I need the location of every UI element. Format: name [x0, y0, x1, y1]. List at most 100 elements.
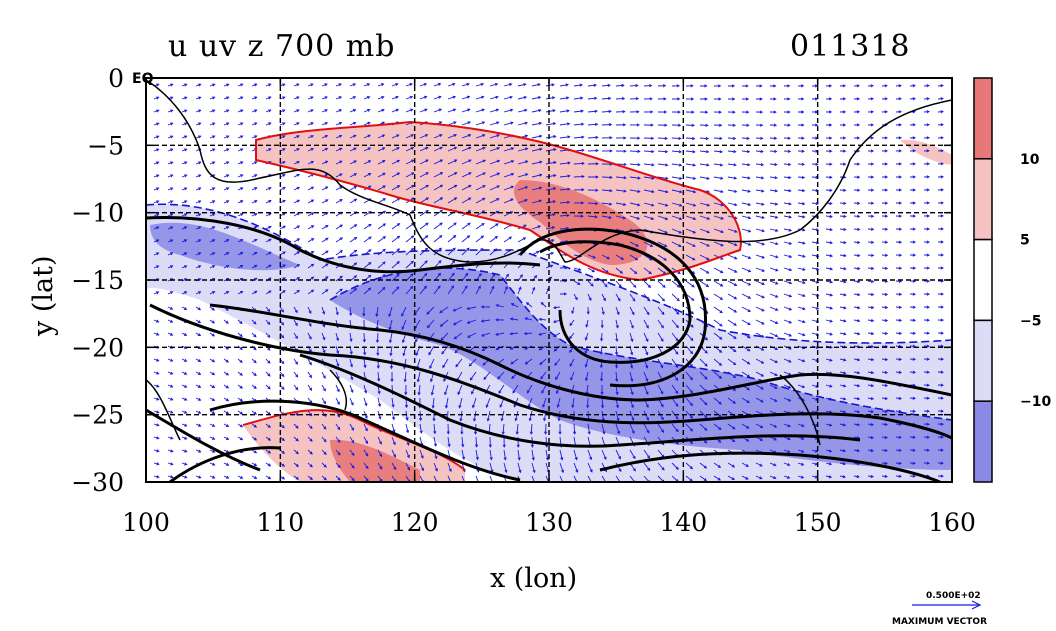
- wind-vector: [293, 290, 300, 295]
- wind-vector: [461, 121, 471, 126]
- wind-vector-head: [647, 455, 650, 459]
- wind-vector-head: [746, 400, 750, 404]
- wind-vector-head: [388, 326, 392, 331]
- wind-vector-head: [747, 269, 752, 273]
- wind-vector-head: [294, 309, 298, 314]
- wind-vector-head: [212, 200, 216, 204]
- wind-vector-head: [635, 84, 639, 88]
- wind-vector-head: [198, 410, 202, 414]
- wind-vector: [447, 96, 456, 100]
- wind-vector-head: [282, 264, 286, 268]
- wind-vector: [363, 384, 367, 393]
- wind-vector-head: [870, 136, 875, 140]
- wind-vector-head: [226, 462, 230, 466]
- wind-vector-head: [574, 297, 578, 301]
- wind-vector-head: [563, 292, 568, 296]
- wind-vector-head: [733, 163, 737, 167]
- wind-vector-head: [367, 134, 371, 138]
- wind-vector-head: [720, 230, 724, 234]
- wind-vector-head: [325, 289, 329, 293]
- wind-vector: [279, 225, 286, 230]
- wind-vector-head: [566, 109, 570, 113]
- wind-vector-head: [239, 321, 243, 325]
- wind-vector-head: [295, 476, 300, 480]
- wind-vector: [671, 202, 682, 207]
- wind-vector: [615, 306, 620, 315]
- wind-vector-head: [884, 435, 889, 440]
- wind-vector-head: [829, 149, 833, 153]
- wind-vector-head: [660, 404, 664, 408]
- wind-vector-head: [524, 121, 528, 125]
- wind-vector-head: [802, 215, 806, 219]
- wind-vector: [685, 202, 696, 207]
- wind-vector-head: [940, 266, 944, 270]
- wind-vector-head: [599, 364, 603, 369]
- wind-vector: [363, 122, 371, 126]
- wind-vector-head: [637, 176, 641, 180]
- wind-vector: [699, 150, 709, 153]
- wind-vector: [615, 267, 623, 274]
- wind-vector-head: [439, 209, 444, 213]
- wind-vector-head: [523, 83, 527, 87]
- wind-vector: [713, 228, 724, 233]
- wind-vector-head: [267, 360, 271, 364]
- wind-vector: [741, 228, 751, 232]
- wind-vector-head: [718, 110, 722, 114]
- wind-vector-head: [842, 136, 847, 140]
- wind-vector-head: [538, 347, 542, 351]
- wind-vector-head: [773, 97, 777, 101]
- wind-vector: [671, 189, 682, 193]
- wind-vector: [741, 280, 751, 286]
- wind-vector: [391, 185, 400, 191]
- wind-vector: [503, 122, 514, 126]
- wind-vector-head: [225, 307, 229, 311]
- wind-vector: [307, 186, 314, 191]
- wind-vector-head: [630, 391, 634, 396]
- wind-vector-head: [843, 306, 847, 310]
- wind-vector: [811, 267, 819, 270]
- wind-vector-head: [589, 456, 593, 461]
- wind-vector-head: [747, 189, 751, 193]
- wind-vector-head: [676, 311, 680, 315]
- height-contour-1: [146, 216, 541, 274]
- wind-vector: [467, 319, 477, 324]
- wind-vector: [671, 332, 679, 342]
- wind-vector-head: [621, 96, 626, 101]
- wind-vector-head: [719, 336, 723, 340]
- wind-vector-head: [788, 320, 793, 324]
- wind-vector: [559, 475, 564, 482]
- wind-vector-head: [718, 401, 722, 405]
- wind-vector-head: [555, 376, 559, 381]
- wind-vector-head: [898, 149, 903, 153]
- wind-vector-head: [800, 84, 805, 88]
- wind-vector: [512, 384, 519, 394]
- height-contour-4: [209, 240, 692, 482]
- wind-vector: [321, 332, 326, 340]
- wind-vector-head: [829, 254, 834, 258]
- wind-vector-head: [884, 474, 888, 478]
- wind-vector: [503, 96, 513, 100]
- wind-vector-head: [926, 149, 930, 153]
- wind-vector-head: [608, 215, 612, 219]
- wind-vector-head: [423, 82, 428, 86]
- wind-vector-head: [856, 423, 861, 427]
- wind-vector-head: [184, 436, 188, 440]
- wind-vector: [643, 462, 651, 471]
- wind-vector: [517, 173, 528, 178]
- wind-vector-head: [775, 228, 779, 232]
- wind-vector-head: [675, 429, 679, 433]
- wind-vector-head: [829, 241, 834, 245]
- wind-vector-head: [239, 424, 244, 428]
- wind-vector-head: [382, 236, 386, 240]
- wind-vector: [727, 202, 737, 206]
- wind-vector: [475, 121, 485, 126]
- wind-vector-head: [184, 410, 188, 414]
- wind-vector-head: [156, 475, 160, 479]
- wind-vector-head: [898, 136, 902, 140]
- wind-vector-head: [351, 465, 355, 469]
- wind-vector: [377, 248, 386, 256]
- wind-vector-head: [410, 108, 414, 112]
- wind-vector: [797, 319, 805, 323]
- wind-vector-head: [733, 362, 737, 366]
- wind-vector: [573, 462, 578, 473]
